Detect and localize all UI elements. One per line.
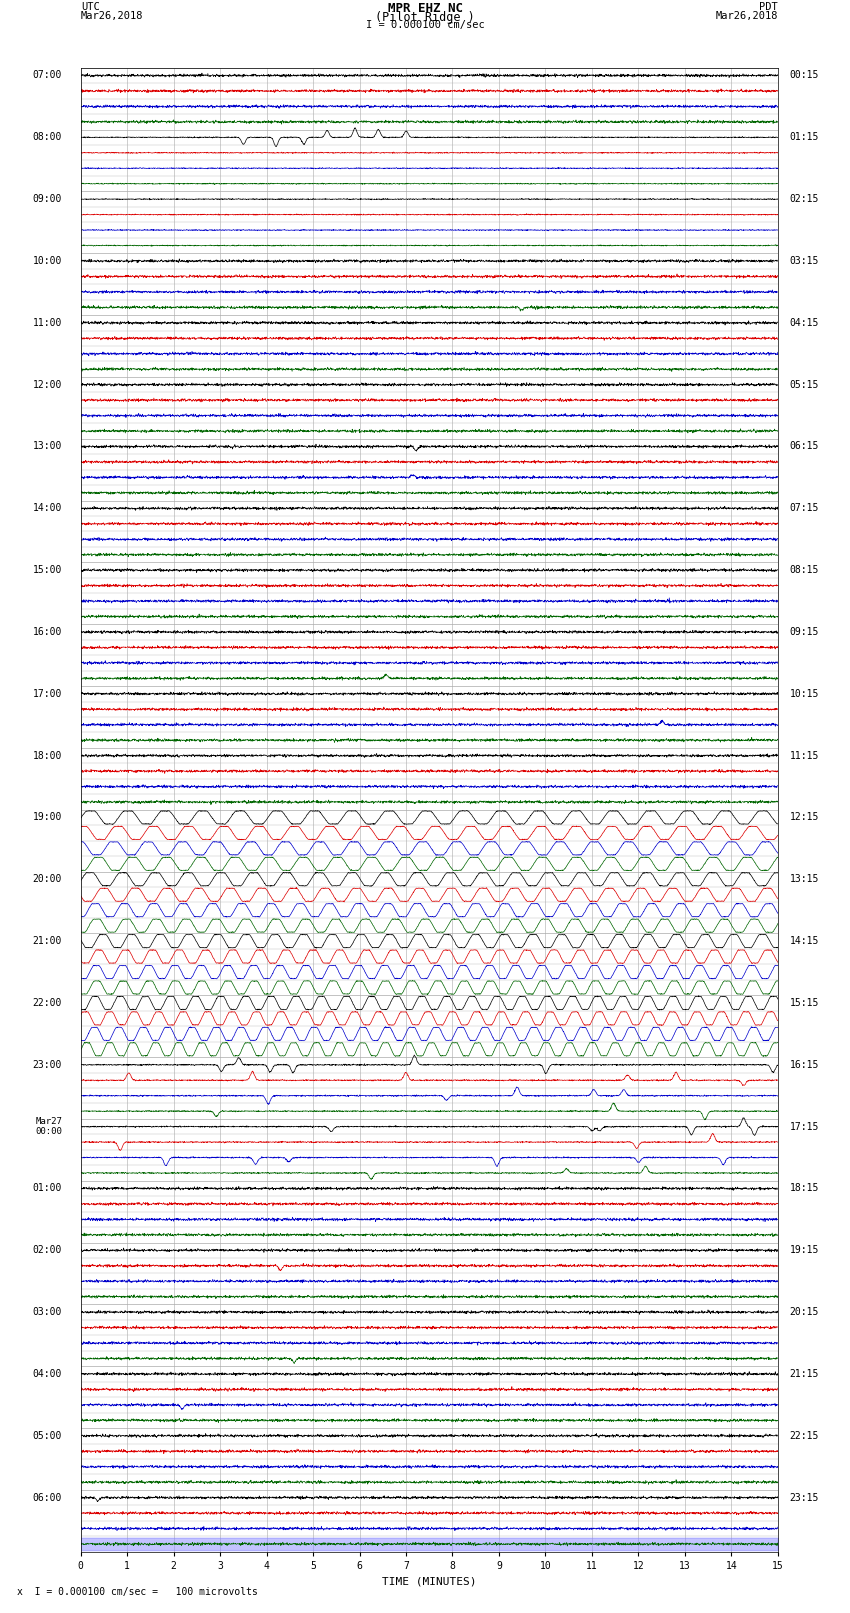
Text: 04:15: 04:15 <box>790 318 819 327</box>
Text: (Pilot Ridge ): (Pilot Ridge ) <box>375 11 475 24</box>
Text: 06:00: 06:00 <box>33 1492 62 1503</box>
Text: UTC: UTC <box>81 3 99 13</box>
Text: 03:00: 03:00 <box>33 1307 62 1318</box>
Text: 20:15: 20:15 <box>790 1307 819 1318</box>
Text: MPR EHZ NC: MPR EHZ NC <box>388 3 462 16</box>
Text: 18:15: 18:15 <box>790 1184 819 1194</box>
Text: 14:00: 14:00 <box>33 503 62 513</box>
Text: 01:00: 01:00 <box>33 1184 62 1194</box>
Text: 16:15: 16:15 <box>790 1060 819 1069</box>
Text: 15:00: 15:00 <box>33 565 62 576</box>
Text: x  I = 0.000100 cm/sec =   100 microvolts: x I = 0.000100 cm/sec = 100 microvolts <box>17 1587 258 1597</box>
Text: 13:00: 13:00 <box>33 442 62 452</box>
Text: 08:00: 08:00 <box>33 132 62 142</box>
Text: 07:00: 07:00 <box>33 71 62 81</box>
Text: 02:00: 02:00 <box>33 1245 62 1255</box>
Text: 22:00: 22:00 <box>33 998 62 1008</box>
Text: 23:15: 23:15 <box>790 1492 819 1503</box>
Text: 11:15: 11:15 <box>790 750 819 761</box>
Text: 00:00: 00:00 <box>36 1127 62 1136</box>
Text: 22:15: 22:15 <box>790 1431 819 1440</box>
Text: PDT: PDT <box>759 3 778 13</box>
Text: 09:00: 09:00 <box>33 194 62 205</box>
Text: 04:00: 04:00 <box>33 1369 62 1379</box>
Text: 10:00: 10:00 <box>33 256 62 266</box>
Text: 19:00: 19:00 <box>33 813 62 823</box>
Text: 02:15: 02:15 <box>790 194 819 205</box>
Text: 17:15: 17:15 <box>790 1121 819 1132</box>
Text: 09:15: 09:15 <box>790 627 819 637</box>
Text: 15:15: 15:15 <box>790 998 819 1008</box>
Text: 17:00: 17:00 <box>33 689 62 698</box>
Text: 18:00: 18:00 <box>33 750 62 761</box>
Text: 08:15: 08:15 <box>790 565 819 576</box>
Text: 14:15: 14:15 <box>790 936 819 947</box>
Text: 20:00: 20:00 <box>33 874 62 884</box>
Text: 06:15: 06:15 <box>790 442 819 452</box>
Text: 16:00: 16:00 <box>33 627 62 637</box>
Text: 11:00: 11:00 <box>33 318 62 327</box>
Text: 21:15: 21:15 <box>790 1369 819 1379</box>
Text: 03:15: 03:15 <box>790 256 819 266</box>
Text: Mar27: Mar27 <box>36 1118 62 1126</box>
Text: 23:00: 23:00 <box>33 1060 62 1069</box>
Text: 10:15: 10:15 <box>790 689 819 698</box>
Text: 13:15: 13:15 <box>790 874 819 884</box>
X-axis label: TIME (MINUTES): TIME (MINUTES) <box>382 1576 477 1586</box>
Text: 01:15: 01:15 <box>790 132 819 142</box>
Text: Mar26,2018: Mar26,2018 <box>81 11 144 21</box>
Text: 12:15: 12:15 <box>790 813 819 823</box>
Text: 12:00: 12:00 <box>33 379 62 390</box>
Text: I = 0.000100 cm/sec: I = 0.000100 cm/sec <box>366 19 484 31</box>
Text: 00:15: 00:15 <box>790 71 819 81</box>
Text: 21:00: 21:00 <box>33 936 62 947</box>
Text: 05:15: 05:15 <box>790 379 819 390</box>
Text: Mar26,2018: Mar26,2018 <box>715 11 778 21</box>
Text: 19:15: 19:15 <box>790 1245 819 1255</box>
Text: 07:15: 07:15 <box>790 503 819 513</box>
Text: 05:00: 05:00 <box>33 1431 62 1440</box>
